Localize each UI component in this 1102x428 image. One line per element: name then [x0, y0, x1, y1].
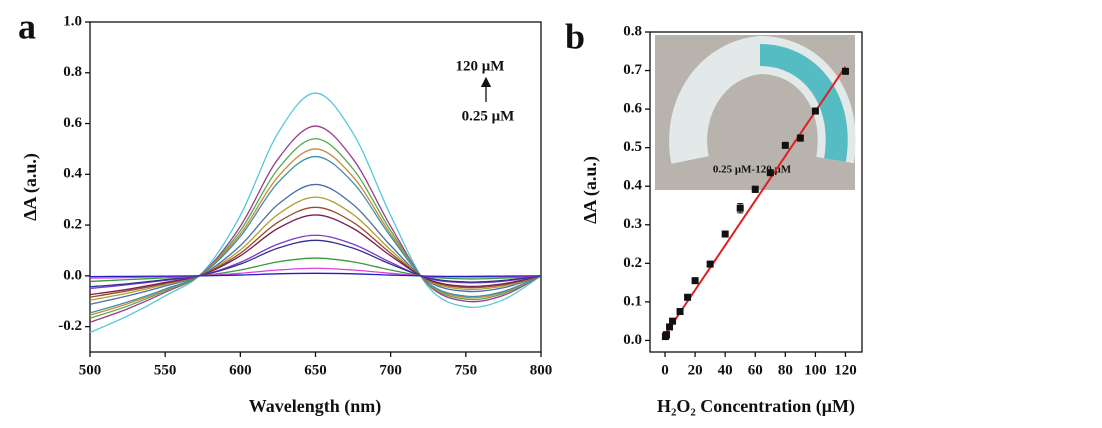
data-point	[706, 260, 714, 268]
y-tick-label: 0.7	[623, 62, 642, 78]
spectrum-line	[89, 125, 542, 323]
y-tick-label: 0.3	[623, 216, 642, 232]
x-tick-label: 80	[778, 362, 793, 378]
data-point	[676, 308, 684, 316]
data-point	[721, 230, 729, 238]
x-axis-label: H₂O₂ Concentration (μM)	[657, 396, 855, 417]
spectrum-line	[89, 196, 542, 301]
data-point	[811, 107, 819, 115]
y-tick-label: 0.5	[623, 139, 642, 155]
y-tick-label: 0.1	[623, 293, 642, 309]
x-tick-label: 550	[154, 362, 177, 378]
y-tick-label: 0.6	[63, 115, 82, 131]
panel-label: a	[18, 6, 36, 46]
data-point	[751, 185, 759, 193]
x-tick-label: 120	[834, 362, 857, 378]
x-tick-label: 600	[229, 362, 252, 378]
annotation: 120 μM	[456, 58, 505, 74]
x-tick-label: 40	[718, 362, 733, 378]
spectrum-line	[89, 148, 542, 316]
inset-photo: 0.25 μM-120 μM	[655, 35, 856, 190]
spectrum-line	[89, 239, 542, 288]
x-axis-label: Wavelength (nm)	[249, 396, 382, 417]
y-tick-label: -0.2	[58, 318, 82, 334]
data-point	[669, 317, 677, 325]
y-tick-label: 0.0	[63, 267, 82, 283]
y-tick-label: 1.0	[63, 13, 82, 29]
y-tick-label: 0.4	[623, 178, 642, 194]
x-tick-label: 650	[304, 362, 327, 378]
plot-frame	[649, 31, 863, 353]
x-tick-label: 60	[748, 362, 763, 378]
spectrum-line	[89, 206, 542, 298]
annotation: 0.25 μM	[462, 108, 515, 124]
x-tick-label: 500	[79, 362, 102, 378]
x-tick-label: 100	[804, 362, 827, 378]
x-tick-label: 800	[530, 362, 553, 378]
spectrum-line	[89, 257, 542, 283]
y-tick-label: 0.2	[623, 255, 642, 271]
spectrum-line	[89, 214, 542, 296]
y-tick-label: 0.6	[623, 101, 642, 117]
x-tick-label: 0	[661, 362, 669, 378]
spectrum-line	[89, 272, 542, 278]
x-tick-label: 20	[688, 362, 703, 378]
spectrum-line	[89, 92, 542, 334]
y-tick-label: 0.0	[623, 332, 642, 348]
data-point	[663, 331, 671, 339]
y-tick-label: 0.4	[63, 166, 82, 182]
data-point	[736, 204, 744, 212]
y-tick-label: 0.8	[63, 64, 82, 80]
y-axis-label: ΔA (a.u.)	[580, 156, 601, 224]
spectrum-line	[89, 234, 542, 290]
data-point	[796, 134, 804, 142]
spectrum-line	[89, 138, 542, 319]
data-point	[666, 323, 674, 331]
y-tick-label: 0.8	[623, 23, 642, 39]
y-axis-label: ΔA (a.u.)	[20, 153, 41, 221]
data-point	[684, 293, 692, 301]
x-tick-label: 750	[455, 362, 478, 378]
data-point	[691, 277, 699, 285]
data-point	[841, 67, 849, 75]
data-point	[766, 169, 774, 177]
data-point	[781, 141, 789, 149]
panel-label: b	[565, 16, 585, 56]
x-tick-label: 700	[379, 362, 402, 378]
spectrum-line	[89, 155, 542, 314]
y-tick-label: 0.2	[63, 217, 82, 233]
spectrum-line	[89, 183, 542, 305]
